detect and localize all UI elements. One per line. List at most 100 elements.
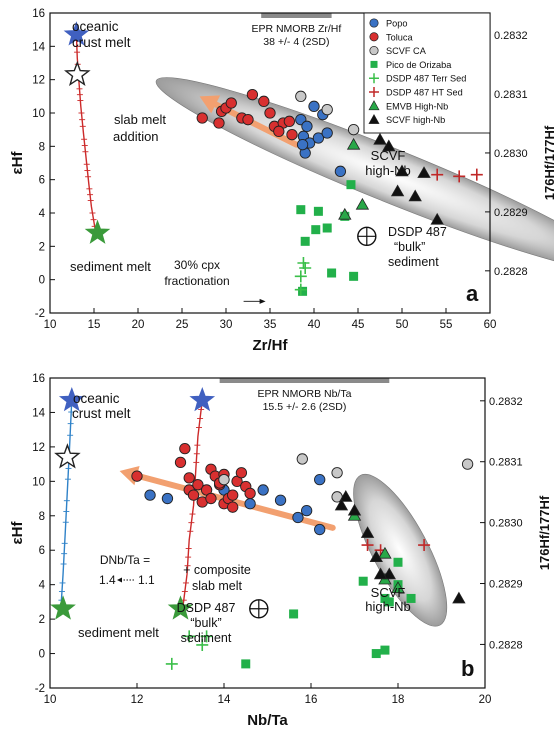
- data-point: [165, 657, 178, 670]
- series-dsdp-487-terr-sed: [165, 630, 213, 670]
- data-point: [298, 286, 308, 296]
- endmember-star: [63, 21, 90, 46]
- data-point: [296, 205, 306, 215]
- data-point: [408, 189, 422, 202]
- data-point: [355, 197, 370, 210]
- data-point: [347, 124, 360, 136]
- composite-label: slab melt: [192, 579, 243, 593]
- legend-marker: [370, 60, 378, 68]
- data-point: [321, 104, 333, 116]
- data-point: [461, 458, 474, 470]
- dsdp-label: sediment: [388, 255, 439, 269]
- data-point: [196, 638, 209, 651]
- y-tick-label: 4: [39, 208, 46, 220]
- y-tick-label: 12: [32, 442, 45, 454]
- series-scvf-ca: [295, 90, 360, 136]
- legend-item: DSDP 487 Terr Sed: [369, 73, 466, 84]
- data-point: [349, 271, 359, 281]
- data-point: [183, 630, 196, 643]
- epr-band: [261, 13, 332, 18]
- epr-band: [219, 378, 390, 383]
- data-point: [308, 100, 320, 112]
- composite-label: + composite: [183, 563, 251, 577]
- y-axis-title: εHf: [9, 151, 26, 175]
- y-tick-label: 2: [39, 614, 45, 626]
- x-tick-label: 50: [396, 319, 409, 331]
- dsdp-label: sediment: [181, 631, 232, 645]
- x-tick-label: 18: [392, 694, 405, 706]
- data-point: [205, 492, 217, 505]
- data-point: [227, 489, 239, 501]
- data-point: [258, 95, 270, 107]
- series-toluca: [131, 442, 256, 513]
- dsdp-label: DSDP 487: [388, 225, 447, 239]
- y2-tick-label: 0.2829: [489, 579, 523, 591]
- data-point: [289, 609, 299, 619]
- legend-marker: [369, 18, 379, 28]
- data-point: [373, 132, 387, 145]
- data-point: [391, 581, 405, 594]
- data-point: [295, 90, 307, 102]
- series-scvf-high-nb: [334, 490, 466, 604]
- legend-item: SCVF high-Nb: [368, 113, 445, 125]
- y-tick-label: 14: [32, 41, 45, 53]
- data-point: [334, 498, 349, 511]
- data-point: [418, 539, 431, 552]
- data-point: [382, 139, 396, 152]
- y-tick-label: 6: [39, 545, 45, 557]
- endmember-star: [50, 595, 76, 620]
- legend-item: Pico de Orizaba: [370, 60, 452, 70]
- data-point: [431, 168, 444, 181]
- y-axis-title: εHf: [9, 521, 26, 545]
- data-point: [417, 166, 431, 178]
- data-point: [241, 659, 251, 669]
- data-point: [174, 456, 187, 469]
- data-point: [301, 120, 313, 132]
- data-point: [373, 567, 388, 580]
- slab-melt-label: addition: [113, 129, 159, 144]
- cpx-label: 30% cpx: [174, 258, 220, 272]
- data-point: [294, 283, 307, 296]
- dsdp-label: “bulk”: [394, 240, 425, 254]
- data-point: [347, 503, 362, 516]
- data-point: [292, 511, 304, 524]
- data-point: [453, 170, 466, 183]
- y-tick-label: 10: [32, 108, 45, 120]
- data-point: [196, 112, 208, 124]
- dnbta-label: DNb/Ta =: [100, 553, 150, 567]
- band-value: 38 +/- 4 (2SD): [263, 36, 329, 48]
- endmember-star: [189, 386, 216, 412]
- series-popo: [144, 472, 326, 536]
- oceanic-crust-label: crust melt: [72, 35, 131, 50]
- data-point: [264, 107, 276, 119]
- y-tick-label: 8: [39, 141, 45, 153]
- legend-label: EMVB High-Nb: [386, 101, 448, 111]
- y-tick-label: 0: [39, 649, 45, 661]
- data-point: [314, 523, 326, 536]
- y-tick-label: 2: [39, 241, 45, 253]
- dnbta-label: 1.1: [138, 573, 155, 587]
- data-point: [296, 453, 308, 465]
- data-point: [300, 504, 313, 517]
- data-point: [274, 494, 287, 506]
- x-tick-label: 45: [352, 319, 365, 331]
- data-point: [283, 115, 296, 127]
- legend-marker: [368, 113, 380, 124]
- data-point: [378, 546, 392, 559]
- data-point: [452, 591, 466, 604]
- legend-item: DSDP 487 HT Sed: [369, 87, 463, 98]
- series-popo: [295, 100, 347, 177]
- series-scvf-high-nb: [373, 132, 444, 225]
- dsdp-label: “bulk”: [190, 616, 221, 630]
- mixing-curve-red: [181, 400, 203, 609]
- data-point: [297, 257, 310, 269]
- y-tick-label: 16: [32, 8, 45, 20]
- dnbta-label: 1.4: [99, 573, 116, 587]
- data-point: [314, 473, 326, 486]
- data-point: [406, 593, 416, 603]
- data-point: [322, 223, 332, 233]
- x-axis-title: Zr/Hf: [253, 337, 289, 354]
- y-tick-label: 14: [32, 407, 45, 419]
